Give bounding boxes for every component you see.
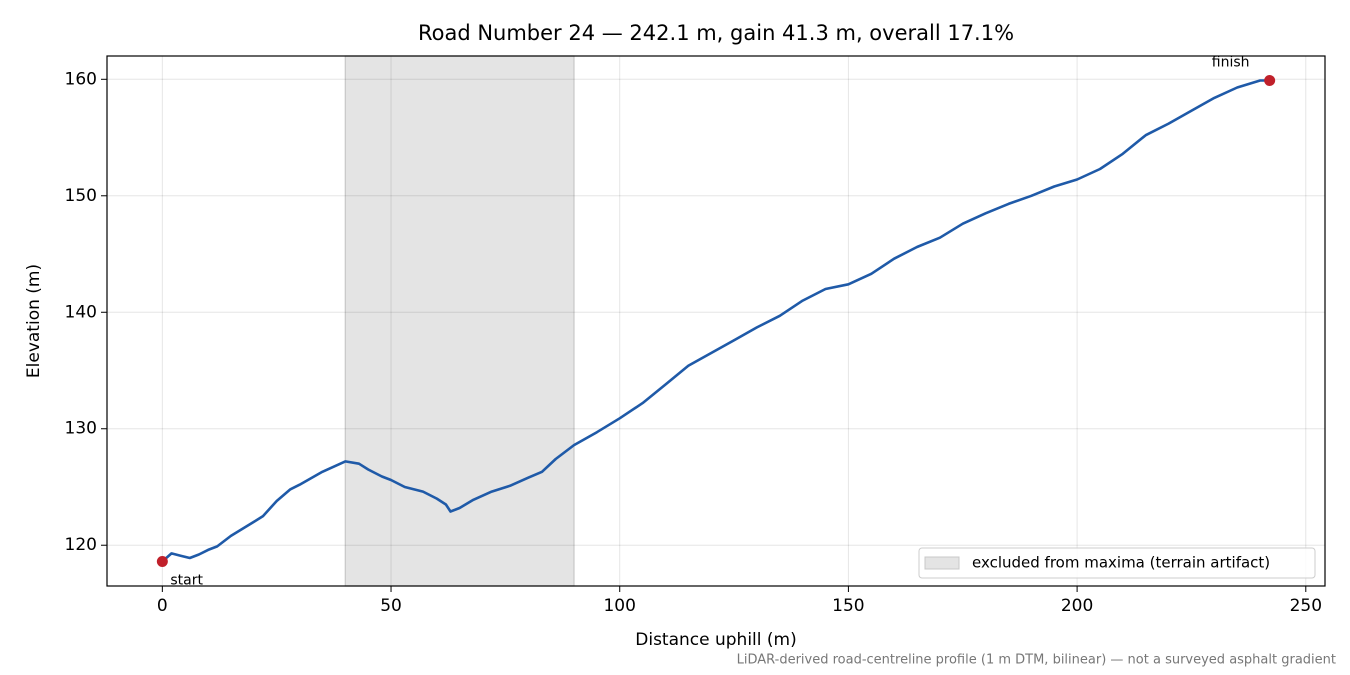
legend-box [918,547,1316,579]
y-tick-label: 150 [65,186,97,206]
x-tick-label: 100 [603,596,635,616]
x-tick-label: 150 [832,596,864,616]
x-tick-label: 0 [157,596,168,616]
y-axis-label: Elevation (m) [24,264,44,378]
x-tick-label: 200 [1061,596,1093,616]
endpoint-marker [156,556,168,568]
legend-label: excluded from maxima (terrain artifact) [972,554,1270,572]
endpoint-label: start [170,573,203,589]
x-axis-label: Distance uphill (m) [635,630,796,650]
x-tick-label: 50 [380,596,402,616]
plot-frame [106,55,1326,587]
legend-swatch [924,556,960,570]
x-tick-label: 250 [1290,596,1322,616]
y-tick-label: 160 [65,69,97,89]
y-tick-label: 130 [65,419,97,439]
chart-title: Road Number 24 — 242.1 m, gain 41.3 m, o… [418,21,1014,45]
endpoint-marker [1264,74,1276,86]
elevation-line [161,79,1270,563]
legend: excluded from maxima (terrain artifact) [918,547,1316,579]
excluded-span [344,55,575,587]
y-tick-label: 120 [65,535,97,555]
endpoint-label: finish [1212,54,1250,70]
footnote: LiDAR-derived road-centreline profile (1… [737,653,1336,668]
y-tick-label: 140 [65,302,97,322]
